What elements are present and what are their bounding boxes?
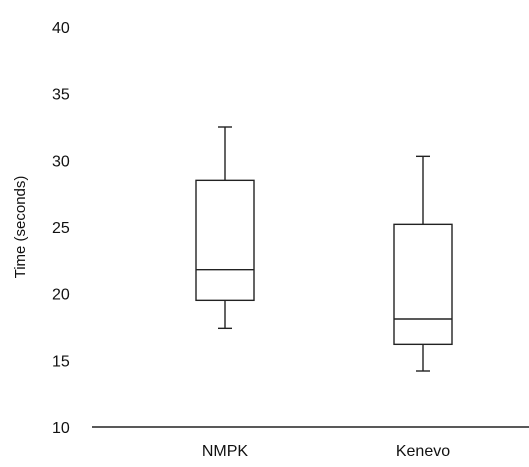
x-category-label: NMPK (202, 443, 249, 460)
boxes-group (195, 126, 453, 372)
iqr-box (393, 223, 453, 346)
box-nmpk (195, 126, 255, 330)
y-axis-ticks: 10 15 20 25 30 35 40 (52, 20, 70, 437)
y-tick-label: 25 (52, 220, 70, 237)
y-tick-label: 20 (52, 287, 70, 304)
x-category-label: Kenevo (396, 443, 450, 460)
iqr-box (195, 179, 255, 302)
box-kenevo (393, 155, 453, 372)
y-axis-title: Time (seconds) (12, 176, 29, 279)
y-tick-label: 35 (52, 87, 70, 104)
y-tick-label: 40 (52, 20, 70, 37)
y-tick-label: 15 (52, 353, 70, 370)
y-tick-label: 30 (52, 153, 70, 170)
x-axis-category-labels: NMPK Kenevo (202, 443, 450, 460)
y-tick-label: 10 (52, 420, 70, 437)
